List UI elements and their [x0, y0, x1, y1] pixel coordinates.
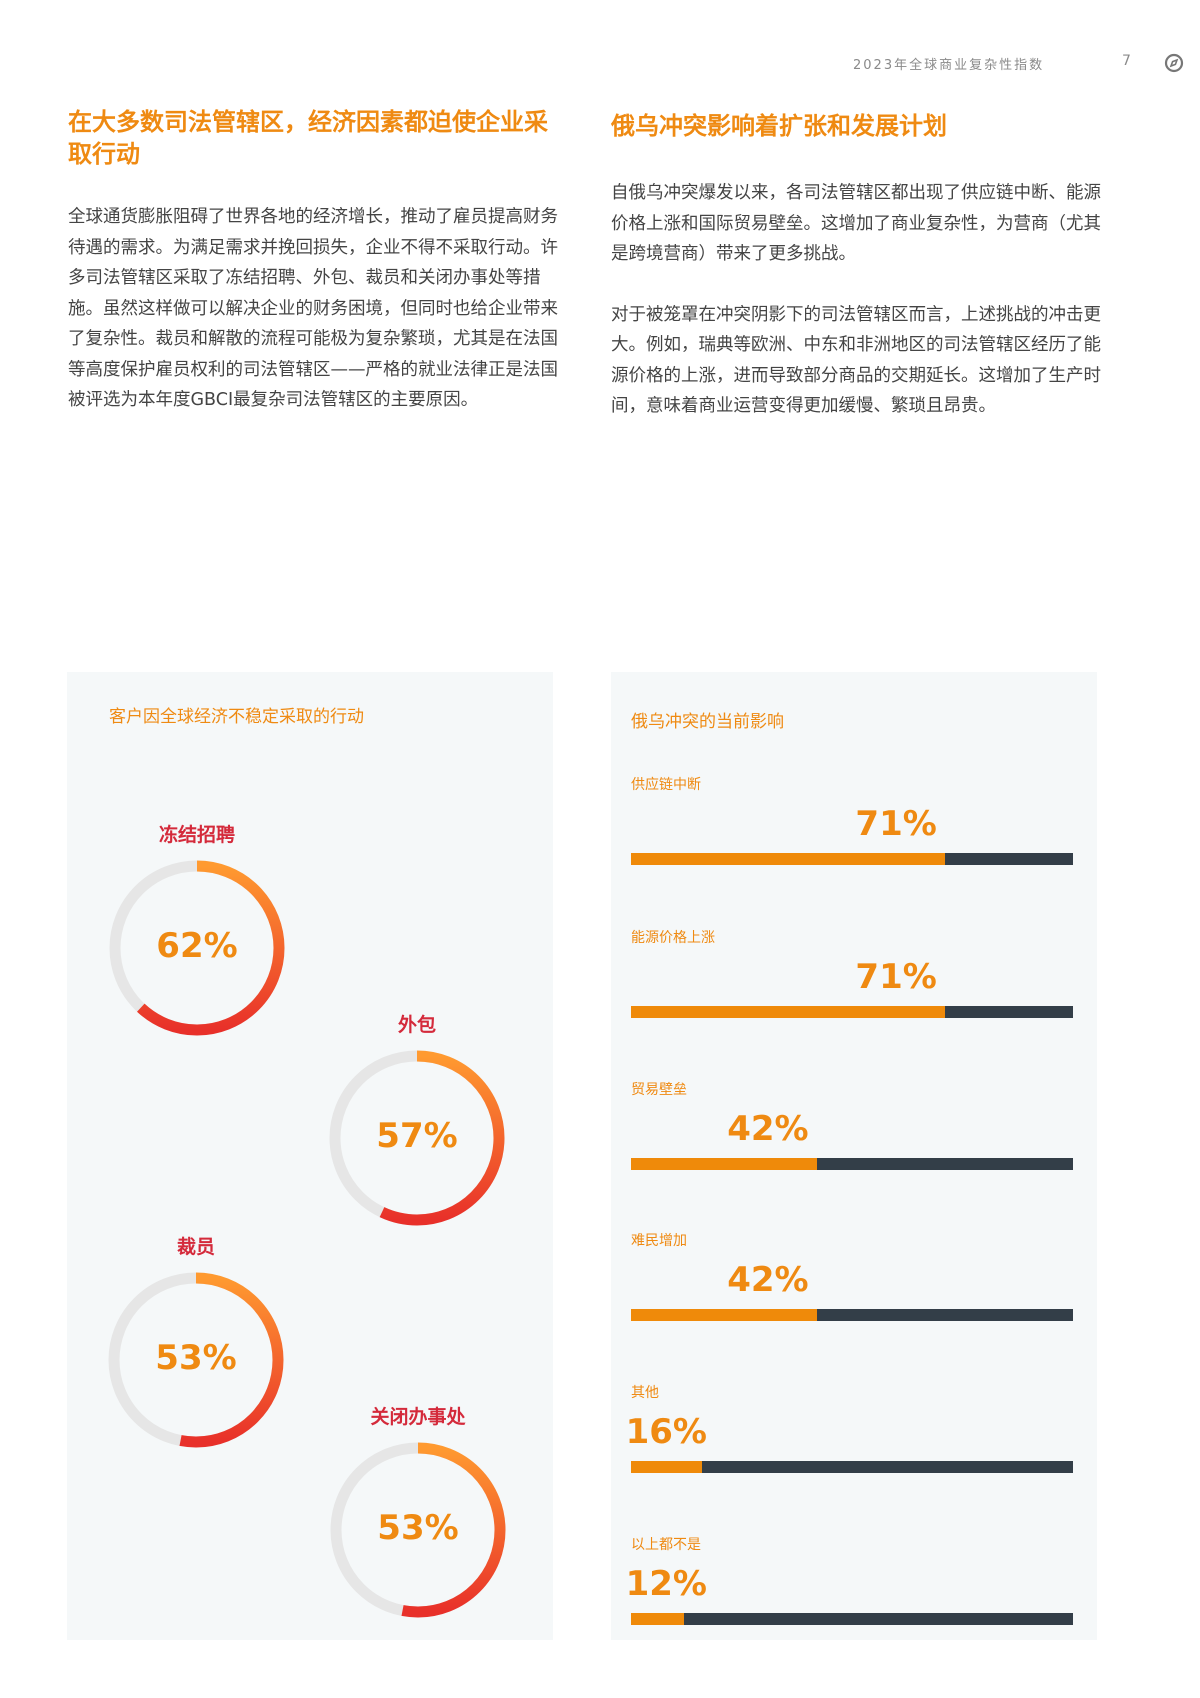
- bar-value: 16%: [625, 1412, 707, 1452]
- bar-refugees: 难民增加 42%: [631, 1230, 1073, 1350]
- donut-value: 57%: [376, 1116, 458, 1156]
- bar-track: [631, 853, 1073, 865]
- donut-value: 53%: [377, 1508, 459, 1548]
- donut-ring: [108, 1272, 284, 1448]
- donut-office-closure: 关闭办事处 53%: [328, 1402, 508, 1622]
- right-heading: 俄乌冲突影响着扩张和发展计划: [611, 112, 947, 140]
- bar-fill: [631, 1158, 817, 1170]
- bar-value: 42%: [727, 1109, 809, 1149]
- donut-label: 裁员: [176, 1236, 215, 1258]
- bar-track: [631, 1006, 1073, 1018]
- actions-chart-panel: 客户因全球经济不稳定采取的行动 冻结招聘 62% 外包 57% 裁员 53% 关…: [67, 672, 553, 1640]
- bar-fill: [631, 1309, 817, 1321]
- bar-fill: [631, 853, 945, 865]
- bar-value: 12%: [625, 1564, 707, 1604]
- bar-none-of-above: 以上都不是 12%: [626, 1534, 1073, 1654]
- compass-icon: [1164, 53, 1184, 73]
- donut-ring: [330, 1442, 506, 1618]
- bar-label: 难民增加: [631, 1233, 687, 1249]
- right-paragraph-2: 对于被笼罩在冲突阴影下的司法管辖区而言，上述挑战的冲击更大。例如，瑞典等欧洲、中…: [611, 304, 1101, 417]
- bar-label: 能源价格上涨: [631, 930, 715, 946]
- bar-label: 供应链中断: [631, 777, 701, 793]
- bar-label: 以上都不是: [631, 1537, 701, 1553]
- bar-track: [631, 1309, 1073, 1321]
- bar-track: [631, 1158, 1073, 1170]
- bar-trade-barriers: 贸易壁垒 42%: [631, 1079, 1073, 1199]
- donut-label: 冻结招聘: [158, 824, 235, 846]
- bar-label: 其他: [631, 1385, 659, 1401]
- bar-supply-chain: 供应链中断 71%: [631, 774, 1073, 894]
- page-number: 7: [1122, 53, 1131, 69]
- bar-fill: [631, 1006, 945, 1018]
- bar-fill: [631, 1613, 685, 1625]
- bar-other: 其他 16%: [626, 1382, 1073, 1502]
- donut-ring: [109, 860, 285, 1036]
- donut-layoffs: 裁员 53%: [106, 1232, 286, 1452]
- bar-energy-prices: 能源价格上涨 71%: [631, 927, 1073, 1047]
- actions-chart-title: 客户因全球经济不稳定采取的行动: [109, 707, 364, 727]
- bar-value: 71%: [855, 957, 937, 997]
- impact-chart-panel: 俄乌冲突的当前影响 供应链中断 71% 能源价格上涨 71% 贸易壁垒 42% …: [611, 672, 1097, 1640]
- donut-value: 53%: [155, 1338, 237, 1378]
- donut-outsourcing: 外包 57%: [327, 1010, 507, 1230]
- bar-label: 贸易壁垒: [631, 1082, 687, 1098]
- donut-hiring-freeze: 冻结招聘 62%: [107, 820, 287, 1040]
- right-paragraph-1: 自俄乌冲突爆发以来，各司法管辖区都出现了供应链中断、能源价格上涨和国际贸易壁垒。…: [611, 183, 1101, 264]
- donut-ring: [329, 1050, 505, 1226]
- bar-track: [631, 1613, 1073, 1625]
- donut-value: 62%: [156, 926, 238, 966]
- left-article: 在大多数司法管辖区，经济因素都迫使企业采取行动 全球通货膨胀阻碍了世界各地的经济…: [68, 106, 558, 416]
- left-paragraph: 全球通货膨胀阻碍了世界各地的经济增长，推动了雇员提高财务待遇的需求。为满足需求并…: [68, 207, 558, 410]
- bar-fill: [631, 1461, 702, 1473]
- impact-chart-title: 俄乌冲突的当前影响: [631, 712, 784, 732]
- left-heading: 在大多数司法管辖区，经济因素都迫使企业采取行动: [68, 108, 548, 168]
- donut-label: 关闭办事处: [370, 1406, 466, 1428]
- bar-track: [631, 1461, 1073, 1473]
- bar-value: 42%: [727, 1260, 809, 1300]
- bar-value: 71%: [855, 804, 937, 844]
- donut-label: 外包: [397, 1014, 436, 1036]
- report-title: 2023年全球商业复杂性指数: [853, 58, 1045, 73]
- right-article: 俄乌冲突影响着扩张和发展计划 自俄乌冲突爆发以来，各司法管辖区都出现了供应链中断…: [611, 110, 1101, 422]
